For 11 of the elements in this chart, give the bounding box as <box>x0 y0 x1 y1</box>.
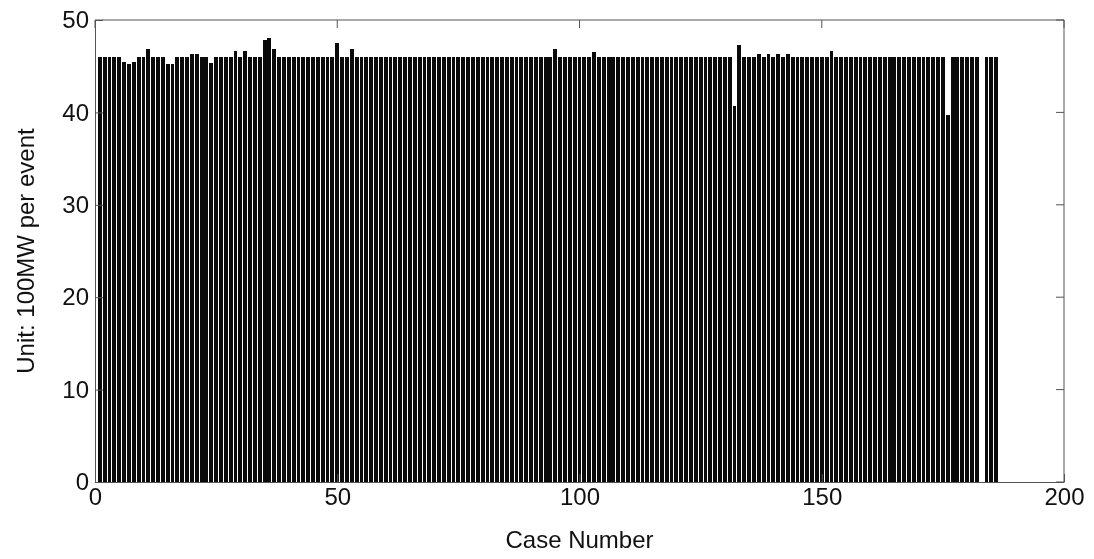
x-axis-title: Case Number <box>505 526 654 553</box>
y-tick-label: 30 <box>62 190 89 218</box>
y-tick-label: 10 <box>62 375 89 403</box>
y-axis-title: Unit: 100MW per event <box>12 127 39 374</box>
x-tick-label: 150 <box>802 483 843 511</box>
y-tick-label: 40 <box>62 98 89 126</box>
x-tick-label: 200 <box>1044 483 1085 511</box>
x-tick-label: 50 <box>324 483 352 511</box>
y-tick-label: 20 <box>62 283 89 311</box>
x-tick-label: 100 <box>559 483 601 511</box>
y-tick-label: 50 <box>62 6 89 34</box>
